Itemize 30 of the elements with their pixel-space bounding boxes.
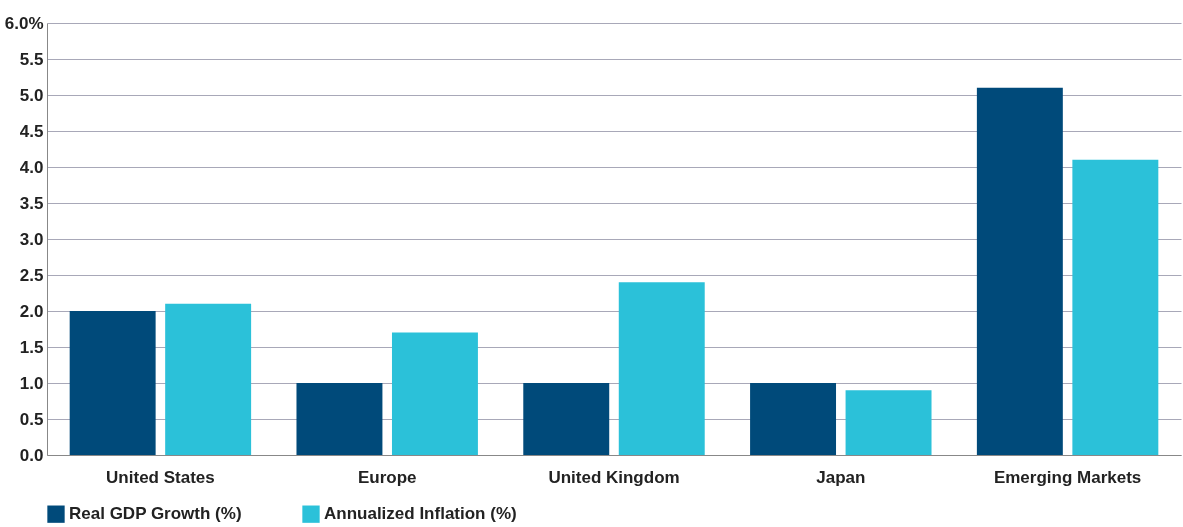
bar bbox=[976, 87, 1063, 455]
y-tick-label: 4.0 bbox=[19, 157, 44, 177]
y-tick-label: 5.5 bbox=[19, 49, 44, 69]
y-tick-label: 1.0 bbox=[19, 373, 44, 393]
bar bbox=[1072, 159, 1159, 455]
y-tick-label: 3.0 bbox=[19, 229, 44, 249]
y-tick-label: 1.5 bbox=[19, 337, 44, 357]
bar bbox=[750, 383, 837, 455]
legend-label: Real GDP Growth (%) bbox=[69, 504, 242, 524]
y-tick-label: 3.5 bbox=[19, 193, 44, 213]
legend-label: Annualized Inflation (%) bbox=[324, 504, 517, 524]
y-tick-label: 6.0% bbox=[4, 13, 44, 33]
y-tick-label: 4.5 bbox=[19, 121, 44, 141]
y-tick-label: 0.5 bbox=[19, 409, 44, 429]
x-tick-label: Japan bbox=[816, 467, 866, 487]
bar bbox=[391, 332, 478, 455]
bar bbox=[618, 282, 705, 455]
x-tick-label: Europe bbox=[357, 467, 417, 487]
y-tick-label: 2.0 bbox=[19, 301, 44, 321]
x-tick-label: United Kingdom bbox=[548, 467, 680, 487]
bar bbox=[165, 303, 252, 455]
bar bbox=[69, 311, 156, 455]
x-tick-label: United States bbox=[106, 467, 215, 487]
y-tick-label: 2.5 bbox=[19, 265, 44, 285]
bar bbox=[523, 383, 610, 455]
bar bbox=[296, 383, 383, 455]
y-tick-label: 0.0 bbox=[19, 445, 44, 465]
y-tick-label: 5.0 bbox=[19, 85, 44, 105]
x-tick-label: Emerging Markets bbox=[993, 467, 1142, 487]
bar bbox=[845, 390, 932, 455]
